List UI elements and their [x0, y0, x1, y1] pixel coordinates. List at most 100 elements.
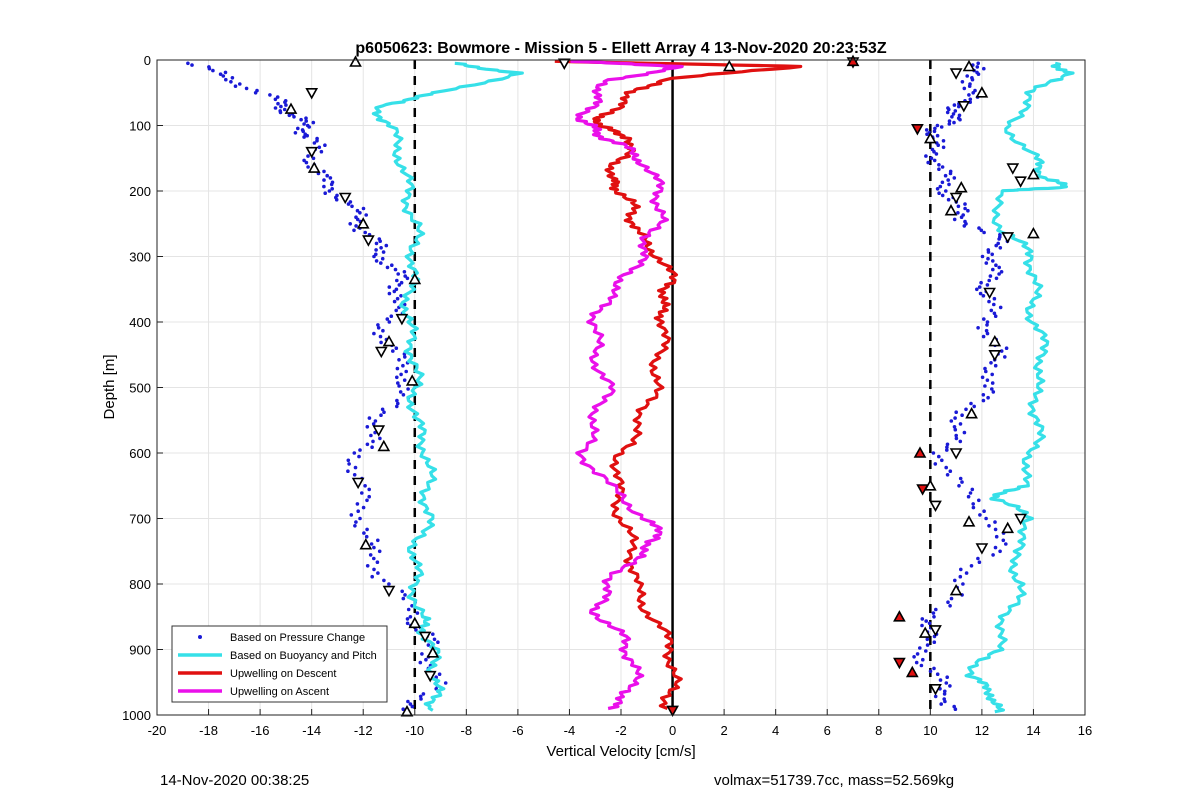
data-point — [380, 256, 385, 261]
triangle-marker — [305, 146, 319, 159]
data-point — [985, 283, 990, 287]
data-point — [311, 120, 316, 125]
footer-volume-mass: volmax=51739.7cc, mass=52.569kg — [714, 772, 955, 789]
data-point — [956, 211, 960, 215]
triangle-marker — [957, 101, 971, 113]
data-point — [403, 593, 407, 597]
data-point — [302, 158, 306, 163]
data-point — [958, 117, 962, 122]
data-point — [368, 553, 373, 557]
data-point — [945, 445, 949, 450]
data-point — [369, 433, 373, 438]
data-point — [943, 173, 948, 178]
data-point — [932, 158, 937, 163]
data-point — [957, 113, 962, 118]
data-point — [1004, 542, 1008, 546]
legend-label: Based on Pressure Change — [230, 632, 365, 644]
data-point — [374, 259, 379, 263]
data-point — [306, 165, 310, 169]
triangle-marker — [1014, 176, 1027, 188]
triangle-marker — [975, 86, 989, 98]
data-point — [944, 189, 948, 193]
data-point — [952, 176, 957, 180]
data-point — [361, 505, 366, 510]
triangle-marker — [722, 59, 736, 72]
x-tick-label: -8 — [461, 723, 473, 738]
y-tick-labels: 0 100 200 300 400 500 600 700 800 900 1000 — [122, 53, 151, 723]
data-point — [997, 265, 1001, 270]
data-point — [401, 707, 406, 711]
data-point — [244, 86, 249, 91]
data-point — [399, 294, 403, 298]
data-point — [946, 178, 950, 182]
triangle-marker — [1027, 167, 1040, 180]
data-point — [984, 328, 989, 333]
y-tick-label: 300 — [129, 250, 151, 265]
data-point — [915, 652, 920, 656]
data-point — [410, 704, 415, 709]
data-point — [977, 498, 981, 503]
data-point — [304, 119, 309, 123]
series-3-profile-0 — [570, 59, 684, 711]
data-point — [365, 498, 369, 503]
data-point — [983, 366, 987, 371]
data-point — [977, 226, 981, 230]
data-point — [355, 208, 360, 213]
triangle-marker — [377, 439, 391, 452]
data-point — [944, 465, 948, 470]
data-point — [357, 454, 361, 459]
data-point — [998, 549, 1002, 554]
data-point — [418, 660, 423, 665]
data-point — [938, 678, 943, 682]
data-point — [932, 666, 936, 671]
data-point — [937, 163, 941, 167]
data-point — [379, 246, 383, 250]
data-point — [937, 167, 941, 171]
data-point — [273, 106, 278, 110]
data-point — [912, 655, 916, 659]
data-point — [924, 128, 929, 132]
data-point — [387, 291, 392, 296]
data-point — [370, 574, 375, 579]
data-point — [408, 615, 413, 619]
data-point — [981, 398, 986, 403]
data-point — [952, 120, 956, 125]
data-point — [949, 596, 954, 601]
data-point — [322, 184, 326, 189]
triangle-marker — [395, 313, 409, 326]
data-point — [390, 263, 394, 268]
data-point — [944, 681, 949, 685]
data-point — [371, 439, 375, 444]
data-point — [948, 469, 953, 474]
data-point — [363, 484, 367, 488]
data-point — [986, 395, 990, 400]
data-point — [932, 149, 936, 154]
data-point — [928, 669, 933, 674]
data-point — [925, 643, 930, 647]
x-tick-label: 4 — [772, 723, 779, 738]
triangle-marker — [1006, 163, 1020, 175]
triangle-marker — [983, 287, 996, 300]
x-tick-label: 6 — [824, 723, 831, 738]
x-tick-label: 2 — [720, 723, 727, 738]
data-point — [349, 513, 354, 517]
triangle-marker — [284, 102, 298, 114]
y-tick-label: 900 — [129, 643, 151, 658]
x-tick-label: 10 — [923, 723, 937, 738]
triangle-marker — [374, 346, 388, 359]
data-point — [394, 346, 399, 351]
data-point — [977, 560, 982, 564]
data-point — [947, 119, 952, 123]
data-point — [315, 139, 319, 143]
red-triangle-marker — [916, 484, 929, 496]
data-point — [992, 302, 996, 307]
x-tick-label: -12 — [354, 723, 373, 738]
data-point — [932, 129, 937, 134]
data-point — [334, 197, 339, 202]
data-point — [365, 564, 370, 568]
data-point — [926, 160, 930, 165]
triangle-marker — [426, 646, 440, 658]
data-point — [967, 93, 971, 97]
data-point — [379, 261, 383, 265]
data-point — [971, 502, 975, 506]
